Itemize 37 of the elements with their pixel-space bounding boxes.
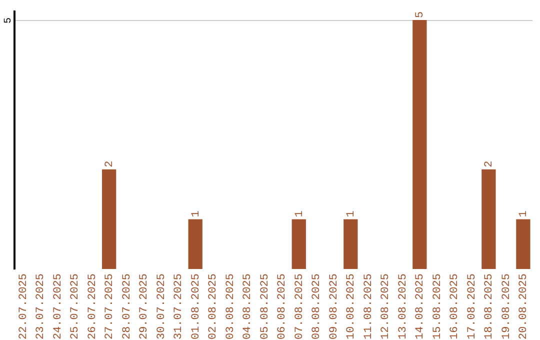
x-tick-label: 30.07.2025 (156, 274, 168, 340)
data-label: 5 (414, 11, 427, 18)
x-tick-label: 04.08.2025 (242, 274, 254, 340)
x-tick-label: 20.08.2025 (518, 274, 530, 340)
x-tick-label: 15.08.2025 (432, 274, 444, 340)
x-tick-label: 25.07.2025 (70, 274, 82, 340)
data-label: 1 (518, 210, 530, 218)
x-tick-label: 13.08.2025 (397, 274, 410, 340)
x-tick-label: 29.07.2025 (138, 274, 151, 340)
x-tick-label: 05.08.2025 (259, 274, 272, 340)
x-tick-label: 18.08.2025 (484, 274, 496, 340)
x-tick-label: 23.07.2025 (35, 274, 48, 340)
x-tick-label: 22.07.2025 (18, 274, 30, 340)
data-label: 1 (346, 210, 358, 218)
x-tick-label: 16.08.2025 (449, 274, 462, 340)
x-tick-label: 19.08.2025 (500, 274, 513, 340)
data-label: 2 (484, 160, 496, 168)
x-tick-label: 03.08.2025 (224, 274, 237, 340)
x-tick-label: 01.08.2025 (190, 274, 202, 340)
x-tick-label: 02.08.2025 (208, 274, 220, 340)
x-tick-label: 06.08.2025 (276, 274, 289, 340)
x-tick-label: 12.08.2025 (380, 274, 392, 340)
x-tick-label: 11.08.2025 (362, 274, 375, 340)
x-tick-label: 09.08.2025 (328, 274, 340, 340)
x-tick-label: 10.08.2025 (346, 274, 358, 340)
data-label: 2 (104, 160, 116, 168)
x-tick-label: 28.07.2025 (121, 274, 134, 340)
x-tick-label: 27.07.2025 (104, 274, 116, 340)
data-label: 1 (294, 210, 306, 218)
x-tick-label: 14.08.2025 (414, 274, 427, 340)
x-tick-label: 24.07.2025 (52, 274, 64, 340)
x-tick-label: 08.08.2025 (311, 274, 324, 340)
x-tick-label: 17.08.2025 (466, 274, 478, 340)
x-tick-label: 07.08.2025 (294, 274, 306, 340)
x-tick-label: 26.07.2025 (86, 274, 99, 340)
x-tick-label: 31.07.2025 (173, 274, 186, 340)
data-label: 1 (190, 210, 202, 218)
